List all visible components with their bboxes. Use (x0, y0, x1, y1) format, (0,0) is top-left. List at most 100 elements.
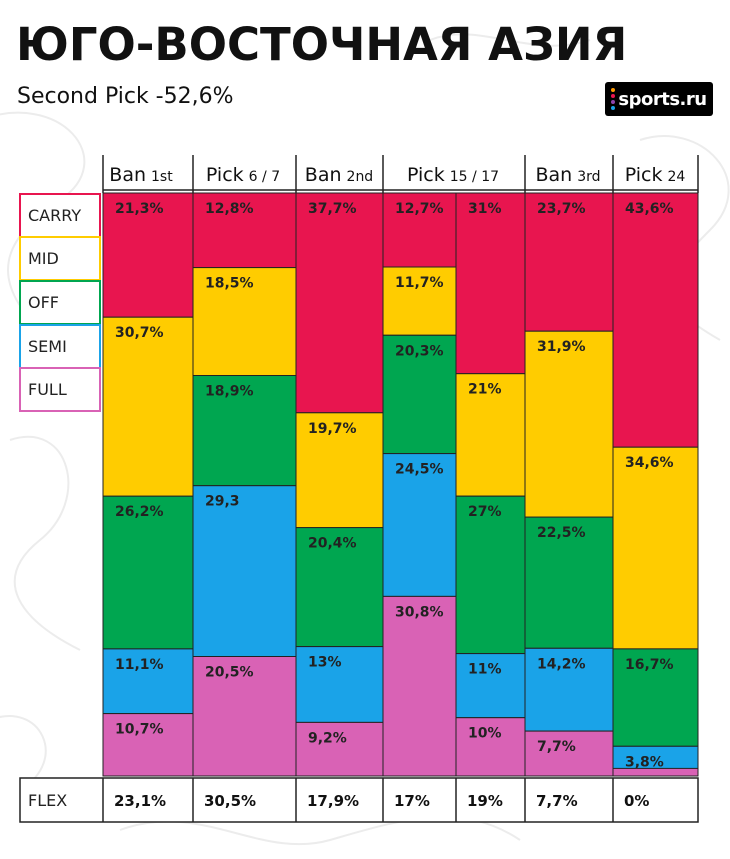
data-label: 37,7% (308, 201, 357, 217)
bar-segment-full (524, 730, 614, 777)
data-label: 20,4% (308, 536, 357, 552)
flex-value: 7,7% (536, 792, 578, 810)
data-label: 30,8% (395, 604, 444, 620)
data-label: 22,5% (537, 525, 586, 541)
legend-box-mid (19, 236, 101, 281)
column-header: Pick 6 / 7 (206, 164, 280, 186)
data-label: 12,7% (395, 201, 444, 217)
legend: CARRY MID OFF SEMI FULL (19, 193, 101, 412)
flex-value: 17,9% (307, 792, 359, 810)
bar-segment-mid (295, 412, 384, 529)
bar-segment-carry (192, 192, 297, 269)
bar-segment-off (524, 516, 614, 649)
bar-segment-mid (612, 446, 699, 650)
brand-logo: sports.ru (605, 82, 713, 116)
column-header: Ban 1st (109, 164, 173, 186)
legend-box-off (19, 280, 101, 325)
bar-segment-mid (524, 330, 614, 518)
brand-dot (611, 100, 616, 104)
legend-label: CARRY (28, 206, 81, 225)
flex-value: 17% (394, 792, 430, 810)
bar-segment-mid (192, 267, 297, 377)
column-header: Ban 3rd (535, 164, 600, 186)
column-dividers (102, 155, 699, 193)
data-label: 18,9% (205, 384, 254, 400)
data-label: 11% (468, 662, 502, 678)
data-label: 21,3% (115, 201, 164, 217)
data-label: 20,5% (205, 665, 254, 681)
bar-segment-mid (102, 316, 194, 497)
flex-value: 19% (467, 792, 503, 810)
flex-label: FLEX (28, 791, 67, 810)
legend-box-semi (19, 324, 101, 369)
flex-value: 23,1% (114, 792, 166, 810)
data-label: 11,7% (395, 275, 444, 291)
bar-segment-off (612, 648, 699, 747)
data-label: 19,7% (308, 421, 357, 437)
data-label: 30,7% (115, 325, 164, 341)
brand-text: sports.ru (618, 88, 707, 110)
bar-segment-full (102, 713, 194, 777)
data-label: 31,9% (537, 339, 586, 355)
data-label: 18,5% (205, 276, 254, 292)
bar-segment-carry (455, 192, 526, 375)
column-header: Ban 2nd (305, 164, 373, 186)
bar-segment-full (382, 595, 457, 777)
brand-dot (611, 106, 616, 110)
bar-segment-mid (455, 373, 526, 497)
flex-value: 30,5% (204, 792, 256, 810)
data-label: 29,3 (205, 494, 240, 510)
data-label: 43,6% (625, 201, 674, 217)
bar-segment-semi (455, 653, 526, 719)
bar-segment-off (455, 495, 526, 655)
column-header: Pick 24 (625, 164, 686, 186)
legend-box-full (19, 367, 101, 412)
page-subtitle: Second Pick -52,6% (17, 84, 234, 109)
data-label: 12,8% (205, 201, 254, 217)
bar-segment-semi (102, 648, 194, 715)
bar-segment-off (102, 495, 194, 650)
bar-segment-semi (382, 453, 457, 597)
data-label: 20,3% (395, 343, 444, 359)
data-label: 13% (308, 655, 342, 671)
data-label: 11,1% (115, 657, 164, 673)
data-label: 23,7% (537, 201, 586, 217)
legend-label: OFF (28, 293, 59, 312)
data-label: 7,7% (537, 739, 576, 755)
data-label: 10,7% (115, 722, 164, 738)
data-label: 24,5% (395, 462, 444, 478)
legend-label: MID (28, 249, 59, 268)
data-label: 10% (468, 726, 502, 742)
column-headers: Ban 1st Pick 6 / 7 Ban 2nd Pick 15 / 17 Ban 3rd Pi… (109, 164, 685, 186)
legend-label: FULL (28, 380, 67, 399)
data-label: 26,2% (115, 504, 164, 520)
data-label: 34,6% (625, 455, 674, 471)
page-title: ЮГО-ВОСТОЧНАЯ АЗИЯ (16, 18, 628, 71)
brand-dot (611, 94, 616, 98)
brand-dots-icon (611, 88, 616, 110)
data-label: 27% (468, 504, 502, 520)
brand-dot (611, 88, 616, 92)
data-label: 31% (468, 201, 502, 217)
bar-segment-off (382, 334, 457, 455)
data-label: 16,7% (625, 657, 674, 673)
legend-label: SEMI (28, 337, 67, 356)
bar-segment-full (455, 717, 526, 777)
flex-value: 0% (624, 792, 649, 810)
bars: 21,3% 30,7% 26,2% 11,1% 10,7% 12,8% 18,5% 18,9%… (102, 192, 699, 792)
bar-segment-full (612, 767, 699, 777)
flex-row: FLEX 23,1% 30,5% 17,9% 17% 19% 7,7% 0% (19, 777, 699, 823)
bar-segment-carry (612, 192, 699, 448)
column-header: Pick 15 / 17 (407, 164, 499, 186)
bar-segment-carry (382, 192, 457, 268)
data-label: 3,8% (625, 754, 664, 770)
bar-segment-semi (192, 485, 297, 658)
data-label: 9,2% (308, 730, 347, 746)
bar-segment-off (295, 527, 384, 647)
data-label: 14,2% (537, 656, 586, 672)
flex-row-frame (19, 777, 699, 823)
bar-segment-semi (524, 647, 614, 732)
data-label: 21% (468, 382, 502, 398)
bar-segment-carry (295, 192, 384, 414)
